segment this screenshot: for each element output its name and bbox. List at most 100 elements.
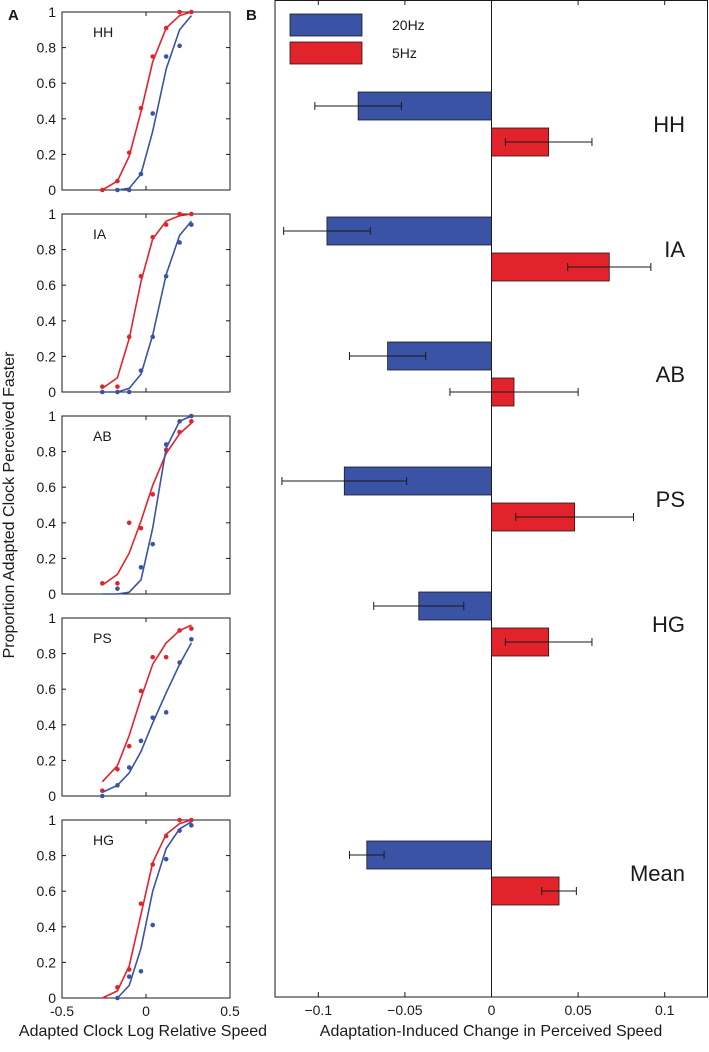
data-point-20hz: [100, 793, 105, 799]
subplot-label: HH: [93, 24, 113, 40]
y-tick-label: 0.8: [37, 242, 57, 258]
data-point-20hz: [115, 995, 120, 1001]
data-point-5hz: [138, 688, 144, 694]
data-point-20hz: [163, 54, 169, 59]
category-label: IA: [664, 237, 685, 262]
panel-a-x-axis-label: Adapted Clock Log Relative Speed: [19, 1023, 267, 1040]
data-point-5hz: [189, 9, 194, 15]
fit-curve-20hz: [101, 642, 193, 794]
fit-curve-5hz: [101, 422, 192, 586]
category-label: AB: [656, 362, 685, 387]
data-point-5hz: [163, 25, 169, 31]
data-point-20hz: [115, 586, 120, 591]
y-tick-label: 0.2: [37, 752, 57, 768]
y-tick-label: 1: [48, 206, 56, 222]
data-point-20hz: [126, 974, 132, 979]
data-point-20hz: [150, 922, 156, 928]
bar-group-ps: PS: [281, 466, 685, 532]
category-label: PS: [656, 487, 685, 512]
data-point-20hz: [150, 541, 156, 547]
data-point-20hz: [163, 442, 169, 447]
subplot-frame: [61, 213, 231, 393]
x-tick-label: −0.05: [387, 1002, 423, 1018]
y-tick-label: 0.4: [37, 717, 57, 733]
y-tick-label: 0: [48, 788, 56, 804]
y-tick-label: 0.6: [37, 681, 57, 697]
data-point-20hz: [138, 565, 144, 570]
data-point-5hz: [189, 419, 194, 424]
panel-a-y-axis-label: Proportion Adapted Clock Perceived Faste…: [1, 351, 18, 659]
y-tick-label: 0.4: [37, 313, 57, 329]
category-label: Mean: [630, 861, 685, 886]
data-point-5hz: [163, 654, 169, 660]
y-tick-label: 1: [48, 408, 56, 424]
data-point-20hz: [150, 715, 156, 720]
bar-20hz-mean: [366, 840, 492, 870]
y-tick-label: 0.4: [37, 111, 57, 127]
data-point-5hz: [115, 178, 120, 184]
fit-curve-5hz: [101, 213, 192, 390]
y-tick-label: 0.2: [37, 954, 57, 970]
data-point-20hz: [189, 222, 194, 227]
data-point-20hz: [177, 828, 182, 833]
data-point-5hz: [189, 626, 194, 631]
data-point-20hz: [126, 389, 132, 395]
bar-group-ia: IA: [283, 216, 685, 282]
y-tick-label: 1: [48, 4, 56, 20]
legend-swatch-20hz: [289, 13, 363, 37]
subplot-label: IA: [93, 226, 107, 242]
y-tick-label: 0.8: [37, 848, 57, 864]
data-point-20hz: [138, 738, 144, 744]
data-point-5hz: [189, 211, 194, 217]
data-point-20hz: [100, 389, 105, 395]
data-point-5hz: [138, 525, 144, 531]
y-tick-label: 0: [48, 182, 56, 198]
data-point-5hz: [100, 581, 105, 586]
subplot-hh: 0 0.2 0.4 0.6 0.8 1 HH: [37, 4, 231, 198]
y-tick-label: 0: [48, 990, 56, 1006]
fit-curve-5hz: [101, 819, 192, 999]
subplot-label: AB: [93, 428, 112, 444]
x-tick-label: 0.5: [220, 1003, 240, 1019]
bar-group-hh: HH: [314, 91, 685, 157]
fit-curve-20hz: [117, 15, 193, 191]
subplot-ps: 0 0.2 0.4 0.6 0.8 1 PS: [37, 610, 231, 804]
data-point-5hz: [163, 222, 169, 227]
legend-label-20hz: 20Hz: [392, 17, 425, 33]
subplot-label: PS: [93, 630, 112, 646]
data-point-5hz: [138, 274, 144, 279]
data-point-20hz: [150, 111, 156, 116]
bar-group-ab: AB: [348, 341, 685, 407]
panel-b-bar-chart: −0.1 −0.05 0 0.05 0.1 HH IA AB PS HG Mean 20Hz 5Hz: [274, 0, 708, 1018]
data-point-5hz: [150, 54, 156, 59]
y-tick-label: 0.6: [37, 75, 57, 91]
data-point-20hz: [163, 274, 169, 279]
data-point-5hz: [150, 492, 156, 497]
data-point-20hz: [189, 413, 194, 419]
fit-curve-20hz: [102, 220, 193, 393]
panel-a-label: A: [8, 7, 19, 24]
data-point-5hz: [177, 817, 182, 823]
data-point-20hz: [189, 637, 194, 642]
y-tick-label: 0.6: [37, 883, 57, 899]
subplot-ia: 0 0.2 0.4 0.6 0.8 1 IA: [37, 206, 231, 400]
data-point-20hz: [163, 856, 169, 862]
data-point-5hz: [150, 234, 156, 240]
data-point-20hz: [189, 823, 194, 828]
category-label: HG: [652, 612, 685, 637]
legend-label-5hz: 5Hz: [392, 45, 417, 61]
x-tick-label: 0: [142, 1003, 150, 1019]
data-point-5hz: [177, 9, 182, 15]
data-point-20hz: [138, 969, 144, 974]
subplot-ab: 0 0.2 0.4 0.6 0.8 1 AB: [37, 408, 231, 602]
x-tick-label: 0: [488, 1002, 496, 1018]
data-point-5hz: [177, 628, 182, 633]
y-tick-label: 0.6: [37, 479, 57, 495]
y-tick-label: 0.8: [37, 646, 57, 662]
subplot-frame: [61, 617, 231, 797]
data-point-5hz: [138, 901, 144, 906]
data-point-5hz: [126, 967, 132, 972]
data-point-5hz: [177, 429, 182, 435]
data-point-5hz: [138, 105, 144, 111]
